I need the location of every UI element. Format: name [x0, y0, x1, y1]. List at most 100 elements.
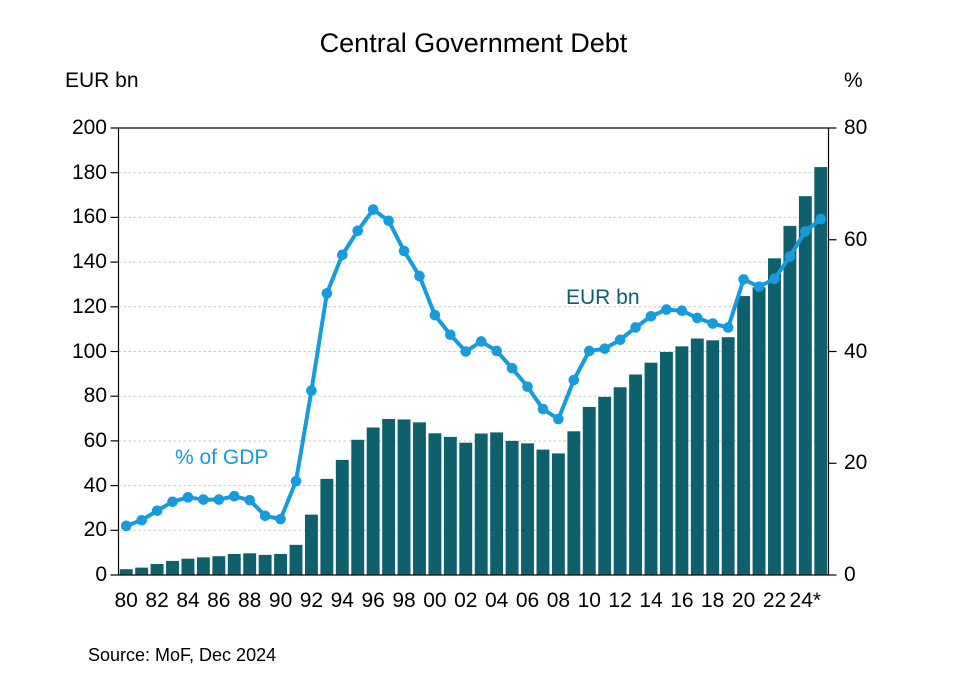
x-tick-label-96: 96	[361, 589, 385, 612]
bar-2007	[536, 449, 550, 575]
y-left-tick-label-180: 180	[71, 160, 107, 184]
x-tick-label-24: 24*	[789, 589, 822, 612]
bar-2021	[752, 287, 766, 575]
bar-1981	[135, 567, 149, 575]
gdp-point-2007	[537, 403, 549, 415]
gdp-point-2012	[614, 334, 626, 346]
bar-1993	[320, 478, 334, 575]
x-tick-label-18: 18	[701, 589, 725, 612]
gdp-point-1989	[259, 510, 271, 522]
gdp-point-1998	[398, 245, 410, 257]
gdp-point-2009	[568, 374, 580, 386]
x-tick-label-98: 98	[392, 589, 416, 612]
gdp-point-2001	[445, 329, 456, 341]
bar-2002	[459, 442, 473, 575]
series-label-eur-bn: EUR bn	[566, 286, 640, 309]
bar-2005	[505, 440, 519, 575]
bar-2006	[521, 443, 534, 575]
gdp-point-2017	[692, 312, 703, 324]
gdp-point-2025	[815, 213, 827, 225]
gdp-point-2004	[491, 345, 502, 357]
gdp-point-2018	[707, 318, 719, 329]
gdp-point-1985	[198, 494, 209, 505]
gdp-point-2000	[429, 309, 441, 321]
x-tick-label-80: 80	[114, 589, 138, 612]
y-left-tick-label-0: 0	[95, 563, 107, 586]
bar-1982	[150, 564, 164, 575]
gdp-point-2002	[460, 346, 472, 357]
gdp-point-1987	[228, 490, 240, 502]
bar-1997	[382, 419, 396, 575]
x-tick-label-20: 20	[731, 589, 756, 612]
bar-2009	[567, 431, 581, 575]
y-left-tick-label-60: 60	[83, 428, 107, 452]
gdp-point-1980	[120, 520, 132, 532]
bar-1995	[351, 439, 365, 575]
gdp-point-1992	[306, 385, 317, 396]
bar-2000	[428, 433, 442, 575]
bar-2019	[721, 337, 735, 575]
bar-1994	[335, 459, 349, 575]
series-label-pct-of-gdp: % of GDP	[175, 446, 269, 469]
bar-2013	[629, 374, 643, 575]
gdp-point-2008	[553, 413, 564, 425]
bar-2017	[690, 338, 704, 575]
gdp-point-2020	[738, 274, 749, 285]
gdp-point-2010	[583, 345, 595, 357]
x-tick-label-08: 08	[546, 589, 571, 612]
bar-1989	[258, 554, 272, 575]
x-tick-label-14: 14	[639, 589, 663, 612]
x-tick-label-00: 00	[423, 589, 447, 612]
x-tick-label-84: 84	[176, 589, 200, 612]
gdp-point-2011	[599, 343, 610, 355]
bar-1980	[119, 569, 133, 575]
bar-1983	[166, 560, 179, 575]
bar-2012	[613, 387, 627, 575]
gdp-point-1981	[136, 514, 147, 526]
bar-2008	[551, 453, 565, 575]
y-left-tick-label-20: 20	[83, 518, 107, 542]
left-axis-title: EUR bn	[65, 69, 139, 92]
bar-1992	[304, 514, 318, 575]
bar-1987	[227, 553, 241, 575]
gdp-point-1984	[182, 492, 194, 503]
gdp-point-1993	[321, 288, 333, 299]
y-left-tick-label-120: 120	[71, 294, 107, 318]
y-right-tick-label-0: 0	[844, 563, 856, 586]
y-left-tick-label-140: 140	[71, 250, 107, 274]
bar-1999	[413, 422, 426, 575]
y-left-tick-label-80: 80	[83, 384, 107, 408]
bar-1984	[181, 558, 195, 575]
bar-2022	[768, 258, 781, 575]
bar-2004	[490, 432, 504, 575]
gdp-point-1983	[167, 496, 178, 508]
y-left-tick-label-40: 40	[83, 473, 107, 497]
bar-1988	[243, 553, 257, 575]
gdp-point-2021	[753, 281, 765, 292]
gdp-point-2003	[475, 336, 487, 347]
x-tick-label-16: 16	[670, 589, 694, 612]
gdp-point-2013	[630, 322, 641, 333]
gdp-point-1991	[290, 475, 302, 487]
bar-2015	[659, 351, 673, 575]
x-tick-label-90: 90	[268, 589, 293, 612]
x-tick-label-06: 06	[515, 589, 540, 612]
chart-title: Central Government Debt	[319, 28, 628, 58]
gdp-point-1999	[414, 270, 425, 282]
bar-2023	[783, 225, 797, 575]
gdp-point-1997	[383, 215, 394, 227]
gdp-point-1986	[213, 494, 225, 505]
bar-2018	[706, 340, 720, 575]
y-left-tick-label-100: 100	[71, 339, 107, 363]
y-left-tick-label-160: 160	[71, 205, 107, 229]
gdp-point-2023	[784, 251, 796, 262]
bar-1985	[196, 557, 210, 575]
bar-2014	[644, 362, 658, 575]
bar-2020	[737, 296, 751, 575]
x-tick-label-86: 86	[207, 589, 231, 612]
gdp-point-2005	[506, 362, 518, 374]
bar-1986	[212, 556, 226, 575]
gdp-point-1995	[352, 225, 364, 237]
x-tick-label-82: 82	[145, 589, 169, 612]
